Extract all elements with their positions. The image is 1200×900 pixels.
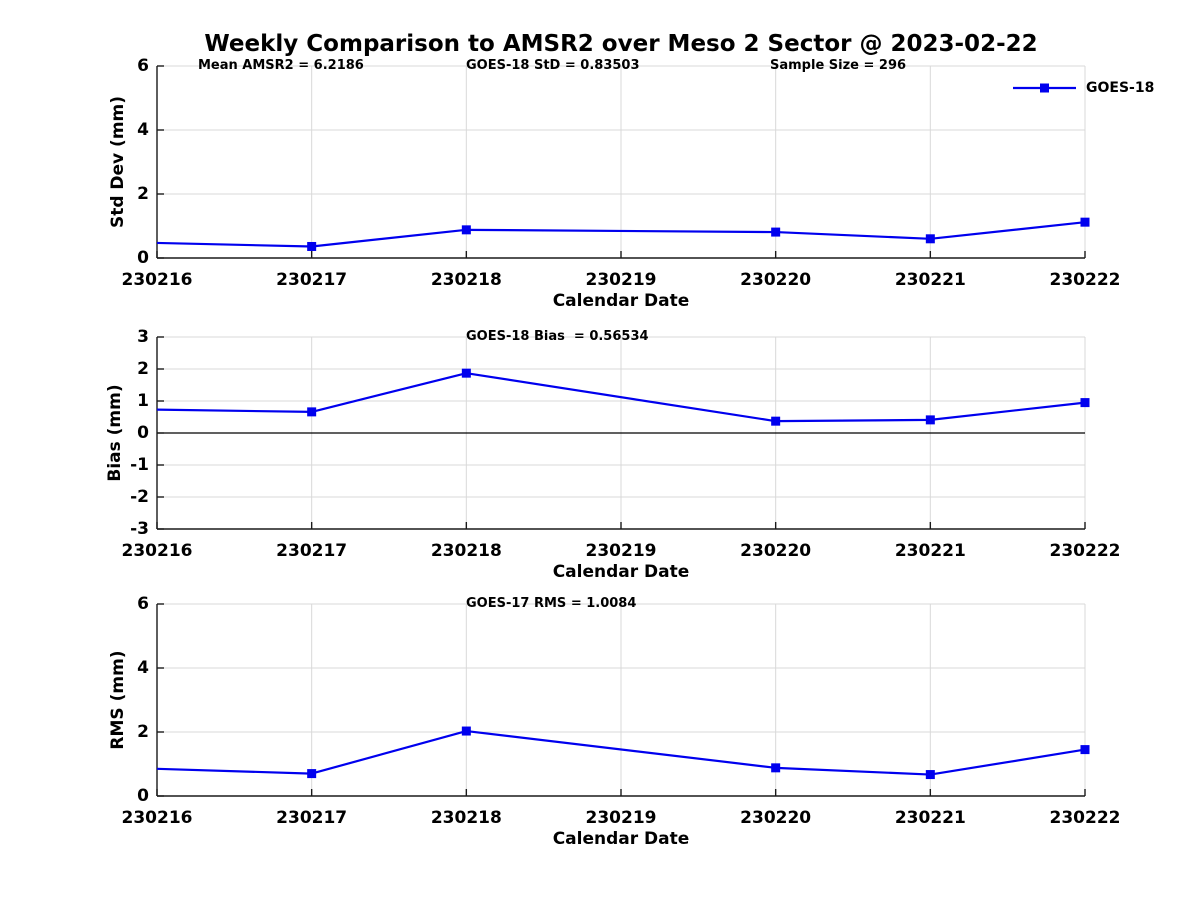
y-tick-label: 2 <box>137 184 149 204</box>
series-line-GOES-18 <box>156 729 1086 776</box>
x-tick-label: 230216 <box>121 808 193 828</box>
subplot-2-plot-area <box>156 336 1090 530</box>
x-tick-label: 230218 <box>430 270 502 290</box>
data-point-marker <box>925 770 935 780</box>
y-tick-label: 6 <box>137 594 149 614</box>
data-point-marker <box>307 769 317 779</box>
series-line-GOES-18 <box>156 372 1086 423</box>
x-tick-label: 230218 <box>430 541 502 561</box>
x-tick-label: 230216 <box>121 541 193 561</box>
x-axis-label: Calendar Date <box>552 291 690 311</box>
data-point-marker <box>771 227 781 237</box>
figure-title: Weekly Comparison to AMSR2 over Meso 2 S… <box>204 31 1038 57</box>
y-tick-label: 1 <box>137 391 149 411</box>
subplot-title: GOES-17 RMS = 1.0084 <box>466 596 637 611</box>
y-tick-label: 0 <box>137 423 149 443</box>
x-tick-label: 230216 <box>121 270 193 290</box>
x-tick-label: 230220 <box>740 541 812 561</box>
x-tick-label: 230222 <box>1049 270 1121 290</box>
y-tick-label: 6 <box>137 56 149 76</box>
data-point-marker <box>307 241 317 251</box>
subplot-annotation: Mean AMSR2 = 6.2186 <box>198 58 364 73</box>
data-point-marker <box>1080 398 1090 408</box>
data-point-marker <box>771 763 781 773</box>
y-axis-label: Bias (mm) <box>105 384 125 482</box>
y-tick-label: -1 <box>130 455 149 475</box>
data-point-marker <box>925 234 935 244</box>
data-point-marker <box>461 225 471 235</box>
x-tick-label: 230221 <box>894 808 966 828</box>
x-tick-label: 230220 <box>740 808 812 828</box>
x-tick-label: 230219 <box>585 541 657 561</box>
y-tick-label: 0 <box>137 786 149 806</box>
subplot-title: GOES-18 Bias = 0.56534 <box>466 329 649 344</box>
y-tick-label: 2 <box>137 722 149 742</box>
x-tick-label: 230221 <box>894 541 966 561</box>
data-point-marker <box>1080 217 1090 227</box>
x-tick-label: 230219 <box>585 808 657 828</box>
x-tick-label: 230222 <box>1049 541 1121 561</box>
legend-label: GOES-18 <box>1086 80 1155 96</box>
y-tick-label: 0 <box>137 248 149 268</box>
data-point-marker <box>925 415 935 425</box>
series-line-GOES-18 <box>156 221 1086 248</box>
y-axis-label: RMS (mm) <box>108 650 128 750</box>
subplot-3-plot-area <box>156 603 1090 797</box>
legend-marker <box>1040 83 1049 93</box>
x-axis-label: Calendar Date <box>552 829 690 849</box>
y-tick-label: 4 <box>137 658 149 678</box>
y-tick-label: -3 <box>130 519 149 539</box>
y-axis-label: Std Dev (mm) <box>108 95 128 229</box>
data-point-marker <box>771 416 781 426</box>
x-tick-label: 230221 <box>894 270 966 290</box>
y-tick-label: 4 <box>137 120 149 140</box>
data-point-marker <box>461 368 471 378</box>
data-point-marker <box>1080 745 1090 755</box>
x-tick-label: 230217 <box>276 270 348 290</box>
subplot-annotation: Sample Size = 296 <box>770 58 907 73</box>
subplot-annotation: GOES-18 StD = 0.83503 <box>466 58 640 73</box>
x-tick-label: 230217 <box>276 541 348 561</box>
x-axis-label: Calendar Date <box>552 562 690 582</box>
data-point-marker <box>307 407 317 417</box>
x-tick-label: 230220 <box>740 270 812 290</box>
x-tick-label: 230217 <box>276 808 348 828</box>
y-tick-label: -2 <box>130 487 149 507</box>
x-tick-label: 230218 <box>430 808 502 828</box>
legend-line-marker-icon <box>1013 83 1076 93</box>
y-tick-label: 3 <box>137 327 149 347</box>
x-tick-label: 230222 <box>1049 808 1121 828</box>
subplot-1-plot-area <box>156 65 1090 259</box>
x-tick-label: 230219 <box>585 270 657 290</box>
y-tick-label: 2 <box>137 359 149 379</box>
data-point-marker <box>461 726 471 736</box>
